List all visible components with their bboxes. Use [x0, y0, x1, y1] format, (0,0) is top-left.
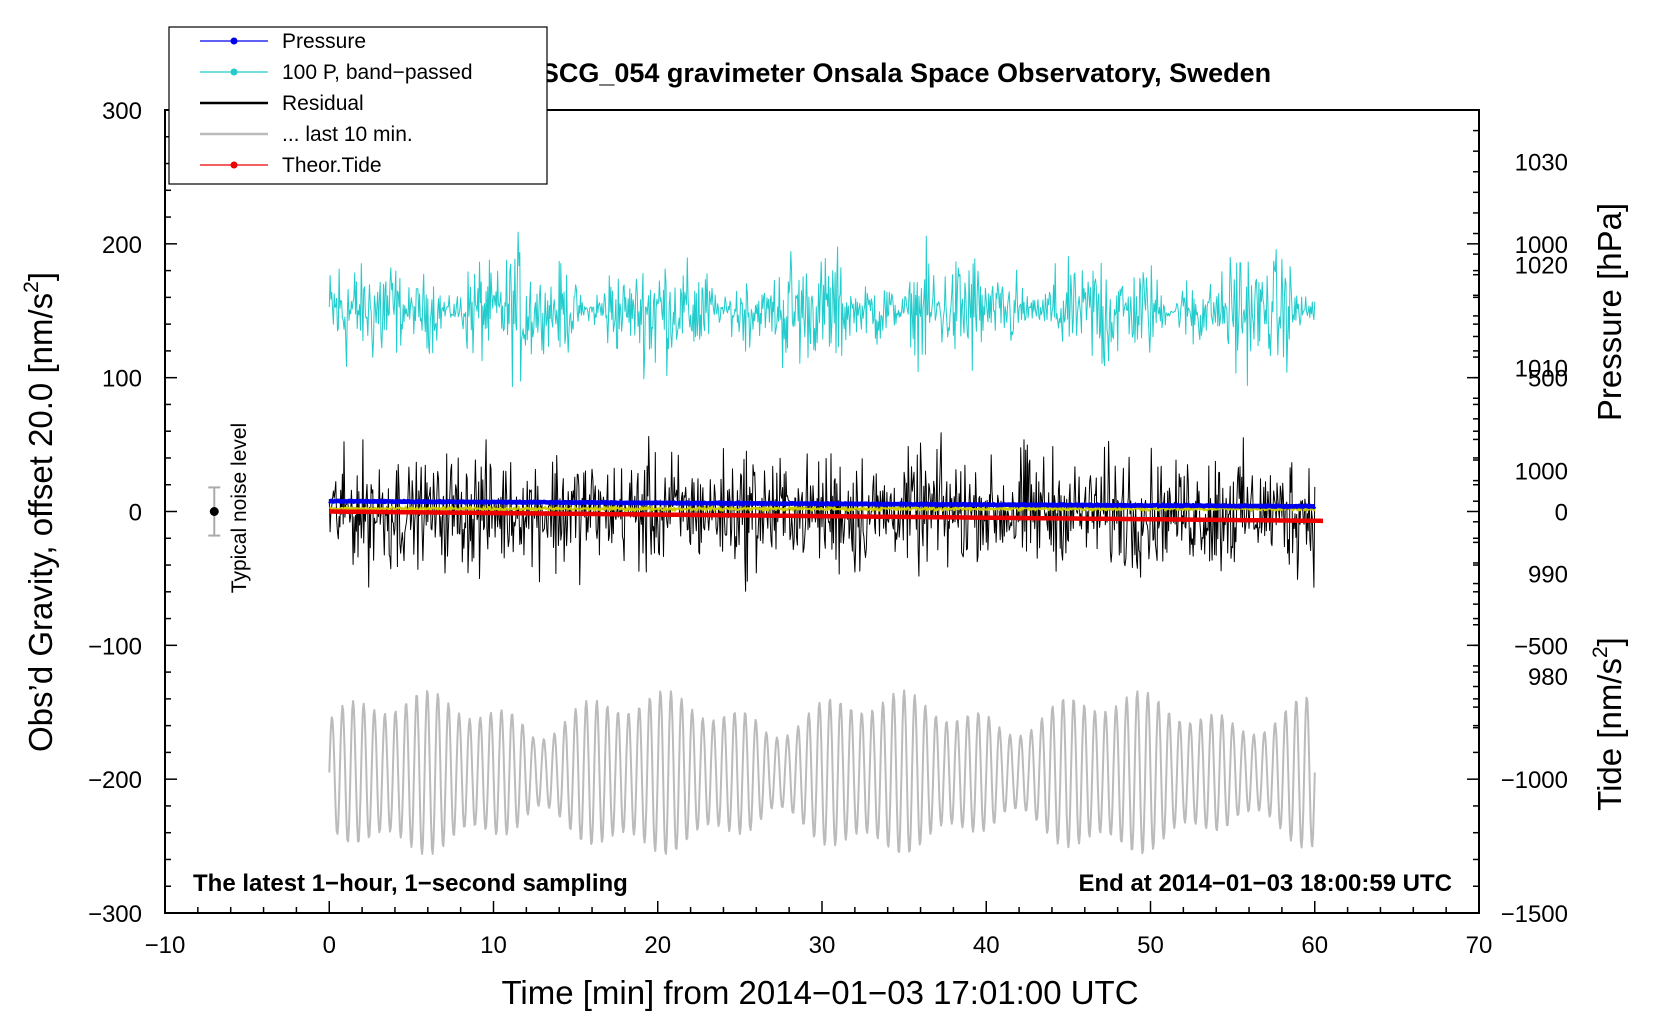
legend-marker — [230, 37, 238, 45]
series-residual-smoothed — [329, 505, 1316, 512]
annotation-left: The latest 1−hour, 1−second sampling — [193, 870, 628, 897]
x-tick-label: 50 — [1137, 932, 1164, 959]
x-tick-label: 10 — [480, 932, 507, 959]
tide-tick-label: 1000 — [1515, 232, 1568, 259]
y-left-axis-label-main: Obs’d Gravity, offset 20.0 [nm/s — [22, 293, 59, 752]
legend-box — [168, 26, 548, 185]
x-tick-label: 30 — [809, 932, 836, 959]
series-pressure — [327, 498, 1317, 510]
y-tick-label: 0 — [129, 500, 142, 527]
chart-title: SCG_054 gravimeter Onsala Space Observat… — [541, 58, 1271, 88]
y-left-axis-label-end: ] — [22, 272, 59, 281]
legend-marker — [230, 68, 238, 76]
y-left-axis-label-sup: 2 — [20, 281, 43, 293]
tide-axis-label: Tide [nm/s2] — [1589, 637, 1628, 811]
y-tick-label: −300 — [88, 901, 142, 928]
tide-tick-label: −1000 — [1501, 767, 1568, 794]
series-line — [328, 231, 1316, 388]
pressure-tick-label: 1010 — [1515, 355, 1568, 382]
pressure-tick-label: 1030 — [1515, 149, 1568, 176]
pressure-tick-label: 980 — [1528, 664, 1568, 691]
y-tick-label: −200 — [88, 767, 142, 794]
tide-ticks: 1000 500 0 −500 −1000 −1500 — [1467, 232, 1568, 928]
tide-axis-label-sup: 2 — [1589, 646, 1612, 658]
series-band-passed-pressure — [328, 231, 1316, 388]
x-tick-label: −10 — [145, 932, 186, 959]
tide-tick-label: 500 — [1528, 366, 1568, 393]
tide-tick-label: 0 — [1555, 500, 1568, 527]
y-left-axis-label: Obs’d Gravity, offset 20.0 [nm/s2] — [20, 272, 59, 752]
x-tick-label: 70 — [1466, 932, 1493, 959]
legend-marker — [230, 161, 238, 169]
x-tick-label: 40 — [973, 932, 1000, 959]
pressure-tick-label: 1020 — [1515, 252, 1568, 279]
pressure-tick-label: 1000 — [1515, 458, 1568, 485]
y-tick-label: −100 — [88, 633, 142, 660]
series-theor-tide — [327, 509, 1325, 524]
x-axis-label: Time [min] from 2014−01−03 17:01:00 UTC — [501, 974, 1138, 1011]
series-line — [329, 505, 1316, 512]
y-tick-label: 100 — [102, 366, 142, 393]
series-line — [327, 498, 1317, 510]
tide-tick-label: −1500 — [1501, 901, 1568, 928]
legend-label: Residual — [282, 92, 364, 115]
noise-level-marker — [208, 486, 221, 537]
y-tick-label: 300 — [102, 98, 142, 125]
tide-tick-label: −500 — [1514, 633, 1568, 660]
annotation-right: End at 2014−01−03 18:00:59 UTC — [1078, 870, 1452, 897]
series-last-10-min — [328, 689, 1316, 855]
x-tick-label: 0 — [323, 932, 336, 959]
legend-label: Theor.Tide — [282, 154, 382, 177]
series-line — [327, 509, 1325, 524]
legend-label: 100 P, band−passed — [282, 61, 473, 84]
pressure-tick-label: 990 — [1528, 561, 1568, 588]
tide-axis-label-main: Tide [nm/s — [1591, 658, 1628, 811]
noise-dot — [209, 507, 219, 516]
pressure-ticks: 1030 1020 1010 1000 990 980 — [1473, 109, 1568, 729]
legend: Pressure 100 P, band−passed Residual ... la… — [168, 26, 548, 185]
x-tick-label: 20 — [644, 932, 671, 959]
noise-level-label: Typical noise level — [228, 423, 251, 593]
legend-label: ... last 10 min. — [282, 123, 413, 146]
series-line — [328, 689, 1316, 855]
y-left-ticks: 300 200 100 0 −100 −200 −300 — [88, 98, 177, 928]
pressure-axis-label: Pressure [hPa] — [1591, 203, 1628, 421]
x-axis-ticks: −10 0 10 20 30 40 50 60 70 — [145, 901, 1493, 959]
x-tick-label: 60 — [1301, 932, 1328, 959]
y-tick-label: 200 — [102, 232, 142, 259]
legend-label: Pressure — [282, 30, 366, 53]
tide-axis-label-end: ] — [1591, 637, 1628, 646]
